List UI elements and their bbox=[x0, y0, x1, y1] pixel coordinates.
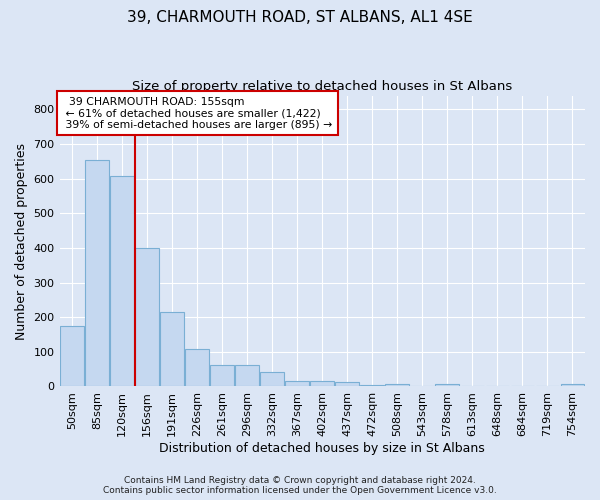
Bar bbox=[85, 160, 109, 386]
Bar bbox=[210, 364, 234, 386]
Bar bbox=[235, 364, 259, 386]
Title: Size of property relative to detached houses in St Albans: Size of property relative to detached ho… bbox=[132, 80, 512, 93]
Bar bbox=[135, 248, 159, 386]
Bar bbox=[60, 326, 84, 386]
Bar bbox=[335, 382, 359, 386]
Y-axis label: Number of detached properties: Number of detached properties bbox=[15, 142, 28, 340]
Bar bbox=[286, 380, 309, 386]
Bar bbox=[260, 372, 284, 386]
Bar bbox=[361, 384, 384, 386]
Bar bbox=[185, 350, 209, 387]
Text: 39 CHARMOUTH ROAD: 155sqm  
 ← 61% of detached houses are smaller (1,422)
 39% o: 39 CHARMOUTH ROAD: 155sqm ← 61% of detac… bbox=[62, 96, 332, 130]
Bar bbox=[310, 380, 334, 386]
Bar bbox=[385, 384, 409, 386]
Bar bbox=[160, 312, 184, 386]
Text: Contains HM Land Registry data © Crown copyright and database right 2024.
Contai: Contains HM Land Registry data © Crown c… bbox=[103, 476, 497, 495]
Bar bbox=[436, 384, 459, 386]
Bar bbox=[560, 384, 584, 386]
Bar bbox=[110, 176, 134, 386]
Text: 39, CHARMOUTH ROAD, ST ALBANS, AL1 4SE: 39, CHARMOUTH ROAD, ST ALBANS, AL1 4SE bbox=[127, 10, 473, 25]
X-axis label: Distribution of detached houses by size in St Albans: Distribution of detached houses by size … bbox=[160, 442, 485, 455]
